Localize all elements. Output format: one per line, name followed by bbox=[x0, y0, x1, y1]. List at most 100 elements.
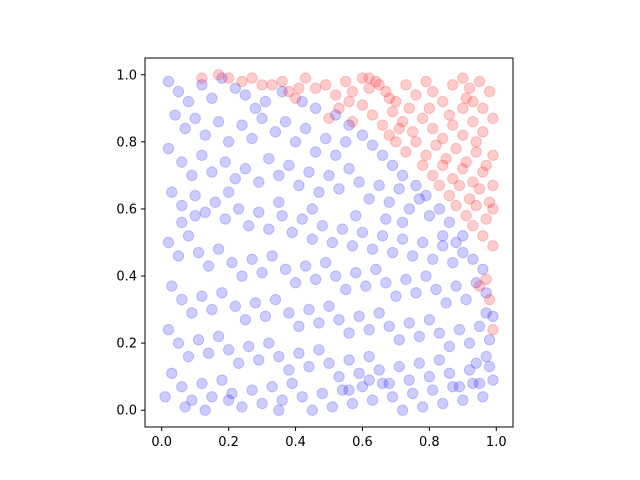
point-s0-161 bbox=[323, 357, 335, 369]
point-s1-52 bbox=[450, 142, 462, 155]
point-s0-125 bbox=[293, 320, 305, 333]
point-s0-210 bbox=[487, 374, 499, 386]
point-s0-96 bbox=[309, 273, 322, 286]
point-s1-9 bbox=[309, 82, 322, 94]
point-s1-96 bbox=[403, 102, 415, 115]
point-s0-148 bbox=[192, 334, 205, 346]
point-s0-170 bbox=[413, 357, 426, 369]
point-s0-100 bbox=[350, 266, 362, 279]
point-s0-31 bbox=[206, 166, 218, 178]
point-s1-14 bbox=[356, 72, 369, 84]
y-tick-label: 0.4 bbox=[116, 270, 137, 285]
point-s1-28 bbox=[483, 85, 496, 98]
point-s0-217 bbox=[363, 374, 375, 386]
point-s1-47 bbox=[400, 146, 412, 158]
point-s0-27 bbox=[162, 142, 175, 155]
point-s1-64 bbox=[487, 179, 499, 192]
point-s0-207 bbox=[457, 394, 469, 406]
point-s0-139 bbox=[433, 327, 446, 339]
point-s1-75 bbox=[487, 203, 499, 215]
point-s0-190 bbox=[286, 377, 298, 390]
point-s0-71 bbox=[356, 226, 369, 239]
point-s0-104 bbox=[390, 290, 402, 302]
point-s0-200 bbox=[386, 391, 399, 403]
point-s0-109 bbox=[440, 297, 452, 309]
point-s0-77 bbox=[416, 236, 429, 249]
point-s0-192 bbox=[306, 404, 318, 416]
point-s0-158 bbox=[293, 347, 305, 359]
point-s0-58 bbox=[219, 213, 231, 225]
point-s0-191 bbox=[296, 391, 308, 403]
y-tick-label: 0.2 bbox=[116, 337, 137, 352]
point-s0-113 bbox=[166, 280, 178, 292]
point-s0-56 bbox=[199, 206, 211, 219]
point-s0-246 bbox=[420, 189, 432, 202]
point-s0-35 bbox=[253, 176, 265, 188]
point-s1-58 bbox=[427, 169, 439, 182]
point-s1-59 bbox=[437, 159, 449, 172]
point-s0-228 bbox=[437, 230, 449, 242]
point-s0-144 bbox=[483, 334, 496, 346]
point-s1-67 bbox=[453, 179, 466, 192]
point-s0-18 bbox=[256, 112, 268, 125]
point-s0-1 bbox=[172, 85, 185, 98]
point-s0-220 bbox=[176, 216, 188, 229]
point-s1-6 bbox=[283, 85, 295, 98]
point-s0-232 bbox=[480, 287, 492, 299]
point-s1-66 bbox=[443, 189, 456, 202]
point-s0-126 bbox=[303, 303, 315, 316]
point-s1-31 bbox=[346, 116, 359, 128]
point-s0-182 bbox=[206, 391, 218, 403]
point-s1-86 bbox=[343, 95, 355, 108]
point-s0-97 bbox=[319, 256, 332, 269]
point-s0-180 bbox=[186, 394, 198, 406]
point-s0-134 bbox=[383, 320, 395, 333]
point-s0-223 bbox=[273, 196, 285, 208]
point-s0-73 bbox=[376, 230, 389, 242]
point-s1-44 bbox=[477, 126, 489, 138]
point-s0-219 bbox=[470, 357, 482, 369]
point-s0-87 bbox=[212, 243, 225, 255]
point-s1-62 bbox=[467, 176, 479, 188]
point-s1-13 bbox=[346, 85, 359, 98]
point-s0-50 bbox=[403, 203, 415, 215]
point-s0-174 bbox=[453, 381, 466, 393]
point-s0-2 bbox=[182, 95, 195, 108]
point-s1-23 bbox=[437, 95, 449, 108]
point-s0-156 bbox=[273, 350, 285, 363]
point-s1-26 bbox=[463, 82, 476, 94]
point-s0-211 bbox=[159, 391, 171, 403]
point-s1-27 bbox=[473, 75, 486, 88]
point-s1-82 bbox=[487, 324, 499, 336]
point-s0-186 bbox=[246, 384, 258, 396]
point-s0-6 bbox=[229, 82, 242, 94]
point-s0-3 bbox=[196, 79, 208, 91]
point-s1-84 bbox=[373, 79, 385, 91]
point-s1-48 bbox=[410, 136, 422, 148]
point-s1-50 bbox=[430, 139, 442, 151]
point-s0-65 bbox=[296, 213, 308, 225]
point-s1-71 bbox=[450, 199, 462, 212]
point-s0-127 bbox=[313, 317, 325, 329]
point-s0-94 bbox=[289, 277, 302, 289]
point-s0-57 bbox=[209, 196, 221, 208]
point-s1-38 bbox=[416, 112, 429, 125]
point-s0-238 bbox=[329, 109, 342, 121]
x-tick-label: 0.8 bbox=[419, 435, 440, 450]
point-s0-176 bbox=[473, 377, 486, 390]
point-s1-16 bbox=[370, 75, 382, 88]
point-s0-123 bbox=[269, 293, 282, 306]
point-s0-116 bbox=[196, 290, 208, 302]
point-s1-91 bbox=[467, 95, 479, 108]
point-s0-188 bbox=[266, 381, 278, 393]
point-s0-198 bbox=[366, 394, 379, 406]
y-tick-label: 1.0 bbox=[116, 68, 137, 83]
x-tick-label: 0.2 bbox=[218, 435, 239, 450]
point-s0-37 bbox=[273, 169, 285, 182]
point-s0-197 bbox=[356, 381, 369, 393]
point-s0-0 bbox=[162, 75, 175, 88]
point-s1-46 bbox=[390, 136, 402, 148]
point-s0-110 bbox=[450, 280, 462, 292]
point-s1-80 bbox=[473, 280, 486, 292]
point-s0-67 bbox=[316, 220, 329, 232]
